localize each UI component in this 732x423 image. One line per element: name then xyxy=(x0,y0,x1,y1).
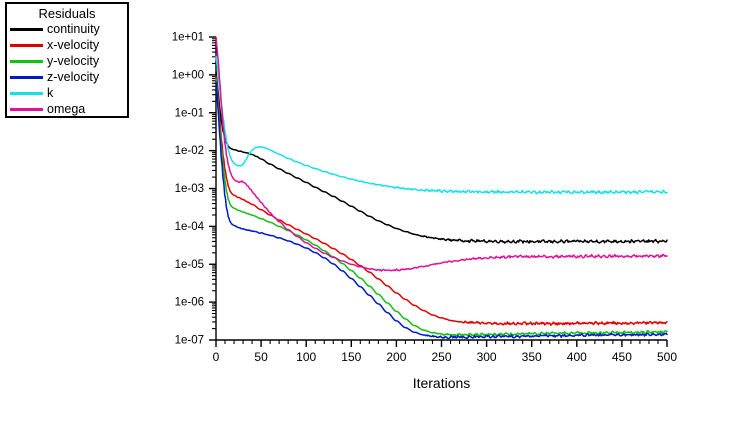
legend-color-swatch xyxy=(10,27,43,31)
x-tick-label: 450 xyxy=(612,350,632,364)
series-line-omega xyxy=(215,37,668,272)
x-axis-title: Iterations xyxy=(413,375,471,391)
x-tick-label: 300 xyxy=(477,350,497,364)
legend-entry-label: omega xyxy=(47,101,86,116)
x-tick-label: 400 xyxy=(567,350,587,364)
y-tick-label: 1e+01 xyxy=(172,32,204,44)
legend-color-swatch xyxy=(10,43,43,47)
x-tick-label: 200 xyxy=(386,350,406,364)
legend-entry-list: continuity x-velocity y-velocity z-velocity… xyxy=(7,21,127,117)
legend-color-swatch xyxy=(10,75,43,79)
x-tick-label: 50 xyxy=(254,350,268,364)
legend-entry[interactable]: continuity xyxy=(7,21,127,37)
legend-color-swatch xyxy=(10,107,43,111)
legend-entry-label: k xyxy=(47,85,54,100)
x-tick-label: 0 xyxy=(213,350,220,364)
series-line-y-velocity xyxy=(215,77,668,337)
legend-color-swatch xyxy=(10,59,43,63)
y-tick-label: 1e-05 xyxy=(175,259,204,271)
y-tick-label: 1e-07 xyxy=(175,335,204,347)
legend-entry[interactable]: k xyxy=(7,85,127,101)
y-tick-label: 1e-02 xyxy=(175,145,204,157)
legend-entry-label: y-velocity xyxy=(47,53,100,68)
legend-entry[interactable]: z-velocity xyxy=(7,69,127,85)
legend-entry-label: x-velocity xyxy=(47,37,100,52)
series-line-k xyxy=(215,56,668,195)
series-line-z-velocity xyxy=(215,81,668,340)
y-tick-label: 1e-06 xyxy=(175,297,204,309)
legend-entry-label: z-velocity xyxy=(47,69,100,84)
legend-box: Residuals continuity x-velocity y-velocity… xyxy=(5,2,129,118)
y-tick-label: 1e-04 xyxy=(175,221,205,233)
x-tick-label: 350 xyxy=(522,350,542,364)
x-tick-label: 500 xyxy=(657,350,677,364)
legend-color-swatch xyxy=(10,91,43,95)
legend-entry[interactable]: y-velocity xyxy=(7,53,127,69)
y-tick-label: 1e-03 xyxy=(175,183,204,195)
x-tick-label: 150 xyxy=(341,350,361,364)
legend-title: Residuals xyxy=(38,6,96,21)
legend-entry[interactable]: omega xyxy=(7,101,127,117)
series-line-continuity xyxy=(215,71,668,244)
x-tick-label: 100 xyxy=(296,350,316,364)
legend-entry[interactable]: x-velocity xyxy=(7,37,127,53)
x-tick-label: 250 xyxy=(431,350,451,364)
legend-entry-label: continuity xyxy=(47,21,100,36)
series-line-x-velocity xyxy=(215,74,668,326)
y-tick-label: 1e-01 xyxy=(175,107,204,119)
y-tick-label: 1e+00 xyxy=(172,69,204,81)
